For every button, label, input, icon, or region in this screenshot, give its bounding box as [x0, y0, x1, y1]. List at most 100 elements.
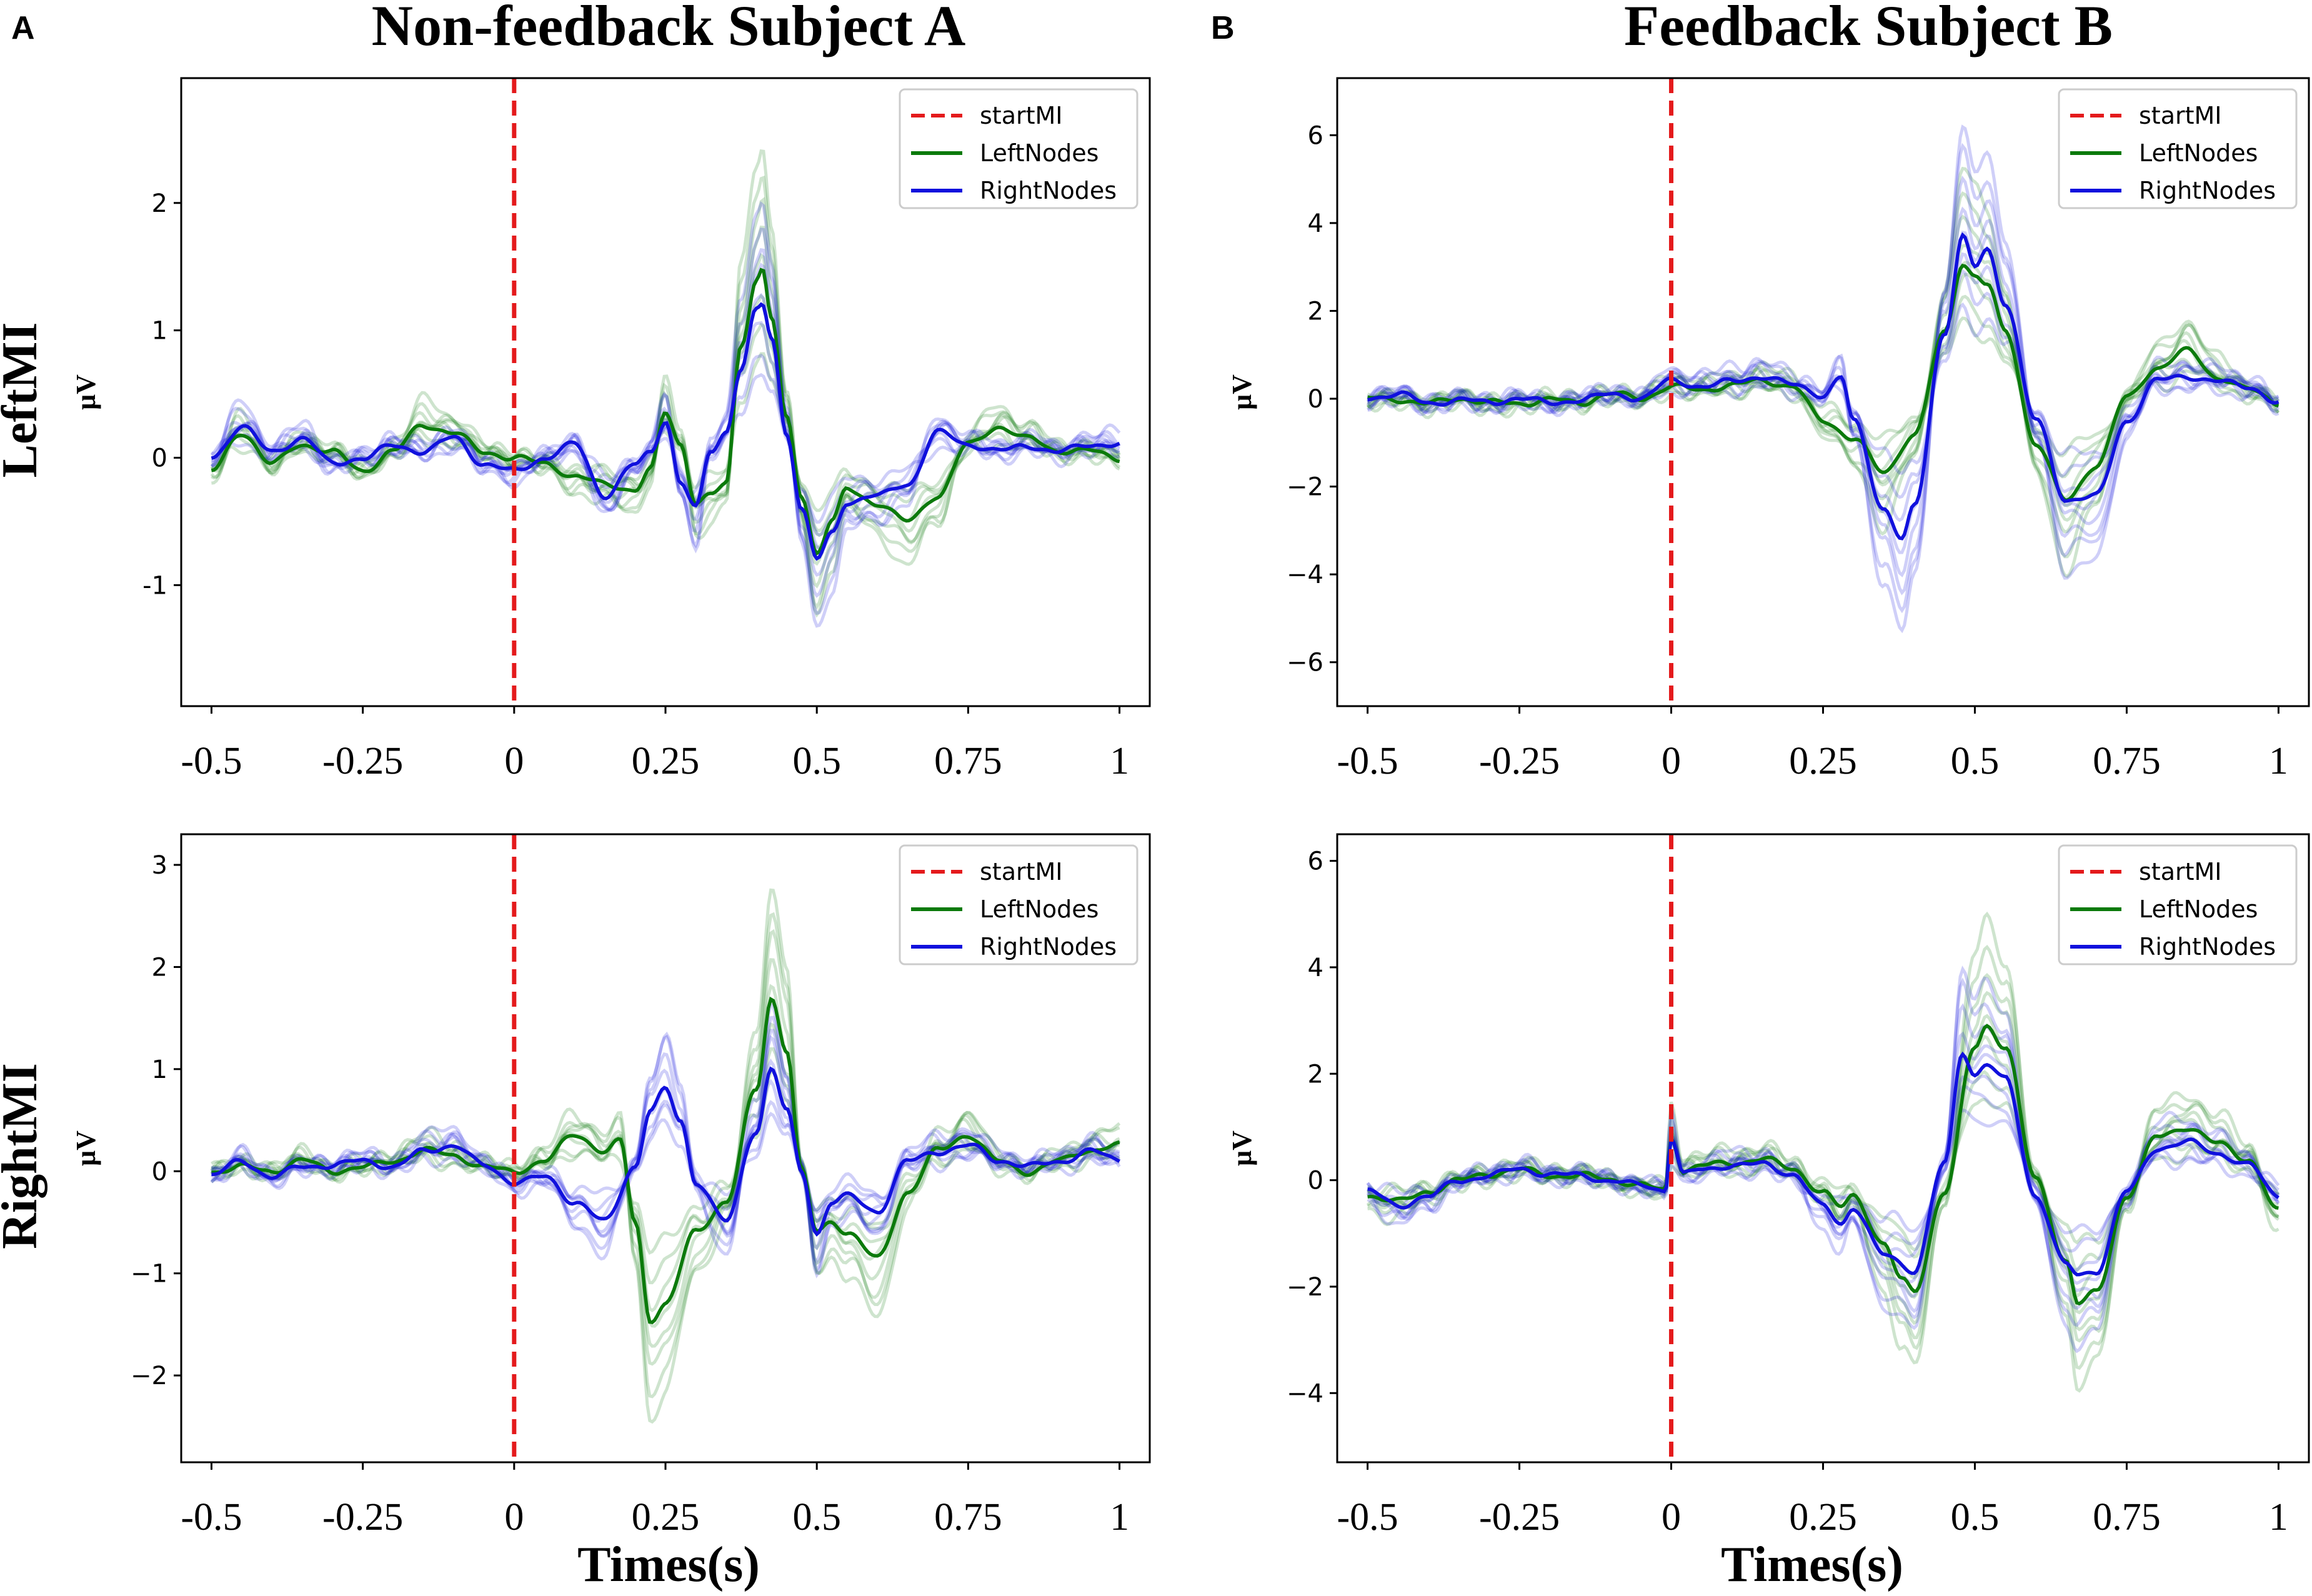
trace-left-channel [1367, 990, 2280, 1332]
legend-label-rightnodes: RightNodes [980, 933, 1117, 960]
xtick-label: 0 [504, 740, 524, 782]
trace-right-channel [210, 1029, 1120, 1265]
trace-right-channel [1367, 977, 2280, 1327]
legend-label-leftnodes: LeftNodes [980, 895, 1099, 923]
ylabel: μV [1227, 1130, 1257, 1166]
trace-right-channel [211, 227, 1121, 616]
ytick-label: −2 [131, 1362, 167, 1390]
trace-left-channel [211, 197, 1121, 589]
xtick-label: -0.5 [1337, 1496, 1398, 1539]
ytick-label: 4 [1308, 209, 1323, 238]
trace-left-channel [210, 888, 1121, 1424]
chart-panel-a-rightmi: -0.5 -0.25 0 0.25 0.5 0.75 1 −2 −1 0 1 2 3 μV startMI L… [71, 833, 1151, 1539]
ytick-label: −2 [1287, 1273, 1323, 1302]
panel-label-b: B [1211, 10, 1235, 46]
xtick-label: -0.5 [181, 740, 242, 782]
trace-left-channel [1367, 191, 2280, 559]
legend-label-leftnodes: LeftNodes [2139, 139, 2258, 167]
trace-right-channel [1366, 302, 2280, 475]
series-rightnodes-mean-line [211, 302, 1120, 561]
xtick-label: 1 [1110, 740, 1129, 782]
panels: -0.5 -0.25 0 0.25 0.5 0.75 1 -1 0 1 2 μV startMI Left… [71, 77, 2310, 1539]
plot-area [210, 888, 1121, 1424]
legend-box [899, 844, 1139, 965]
xtick-label: 0.75 [2093, 740, 2161, 782]
trace-left-channel [211, 1069, 1121, 1255]
chart-panel-a-leftmi: -0.5 -0.25 0 0.25 0.5 0.75 1 -1 0 1 2 μV startMI Left… [71, 77, 1151, 782]
ytick-label: 2 [1308, 297, 1323, 326]
ytick-label: −2 [1287, 473, 1323, 502]
legend-label-startmi: startMI [980, 102, 1063, 129]
plot-area [210, 149, 1121, 628]
xtick-label: 1 [1110, 1496, 1129, 1539]
xtick-label: -0.25 [1479, 740, 1560, 782]
series-rightnodes-mean-line [1367, 232, 2280, 541]
trace-left-channel [1367, 944, 2279, 1370]
legend-label-rightnodes: RightNodes [2139, 177, 2276, 204]
xlabel-left: Times(s) [577, 1537, 760, 1592]
legend-label-leftnodes: LeftNodes [2139, 895, 2258, 923]
ytick-label: 1 [152, 317, 167, 346]
legend-label-startmi: startMI [2139, 858, 2222, 885]
ytick-label: 6 [1308, 121, 1323, 150]
ylabel: μV [71, 374, 101, 410]
ytick-label: 0 [152, 1157, 167, 1186]
ytick-label: -1 [142, 571, 167, 600]
trace-left-channel [210, 252, 1120, 549]
trace-right-channel [210, 1002, 1120, 1279]
ytick-label: 0 [1308, 1167, 1323, 1195]
ytick-label: 2 [152, 953, 167, 982]
xtick-label: 1 [2269, 740, 2288, 782]
xtick-label: 0 [504, 1496, 524, 1539]
legend-box [899, 88, 1139, 209]
legend-box [2058, 88, 2298, 209]
legend: startMI LeftNodes RightNodes [2058, 88, 2298, 209]
xtick-label: -0.5 [181, 1496, 242, 1539]
trace-right-channel [1367, 1108, 2280, 1236]
trace-left-channel [1366, 973, 2280, 1343]
ytick-label: −4 [1287, 561, 1323, 589]
ytick-label: 2 [1308, 1060, 1323, 1089]
ytick-label: −4 [1287, 1379, 1323, 1408]
column-title-feedback: Feedback Subject B [1624, 0, 2113, 57]
ytick-label: −1 [131, 1260, 167, 1289]
trace-left-channel [211, 149, 1121, 618]
xtick-label: -0.25 [1479, 1496, 1560, 1539]
trace-left-channel [211, 984, 1121, 1328]
ylabel: μV [1227, 374, 1257, 410]
xtick-label: 0.75 [934, 740, 1002, 782]
trace-left-channel [211, 175, 1121, 610]
xtick-label: -0.25 [322, 1496, 403, 1539]
legend-box [2058, 844, 2298, 965]
trace-left-channel [1366, 316, 2279, 457]
xtick-label: 0.25 [632, 1496, 700, 1539]
plot-area [1366, 911, 2280, 1393]
series-leftnodes-mean-line [211, 267, 1120, 556]
trace-right-channel [1366, 1053, 2280, 1285]
xlabel-right: Times(s) [1721, 1537, 1903, 1592]
legend-label-leftnodes: LeftNodes [980, 139, 1099, 167]
row-title-leftmi: LeftMI [0, 322, 47, 478]
ytick-label: 0 [152, 444, 167, 472]
trace-right-channel [211, 262, 1120, 577]
ylabel: μV [71, 1130, 101, 1166]
chart-panel-b-rightmi: -0.5 -0.25 0 0.25 0.5 0.75 1 −4 −2 0 2 4 6 μV startMI L… [1227, 833, 2310, 1539]
legend: startMI LeftNodes RightNodes [2058, 844, 2298, 965]
ytick-label: 3 [152, 851, 167, 880]
xtick-label: 0 [1662, 1496, 1681, 1539]
chart-panel-b-leftmi: -0.5 -0.25 0 0.25 0.5 0.75 1 −6 −4 −2 0 2 4 6 μV startM… [1227, 77, 2310, 782]
legend-label-rightnodes: RightNodes [980, 177, 1117, 204]
xtick-label: 0.5 [792, 740, 841, 782]
trace-left-channel [1367, 294, 2279, 479]
trace-right-channel [1366, 1074, 2280, 1272]
panel-label-a: A [11, 10, 35, 46]
xtick-label: 0.25 [1789, 740, 1857, 782]
ytick-label: 2 [152, 189, 167, 218]
xtick-label: 0.25 [632, 740, 700, 782]
xtick-label: 0.5 [1951, 740, 2000, 782]
xtick-label: 0 [1662, 740, 1681, 782]
trace-left-channel [210, 1047, 1120, 1285]
xtick-label: 1 [2269, 1496, 2288, 1539]
xtick-label: 0.75 [2093, 1496, 2161, 1539]
